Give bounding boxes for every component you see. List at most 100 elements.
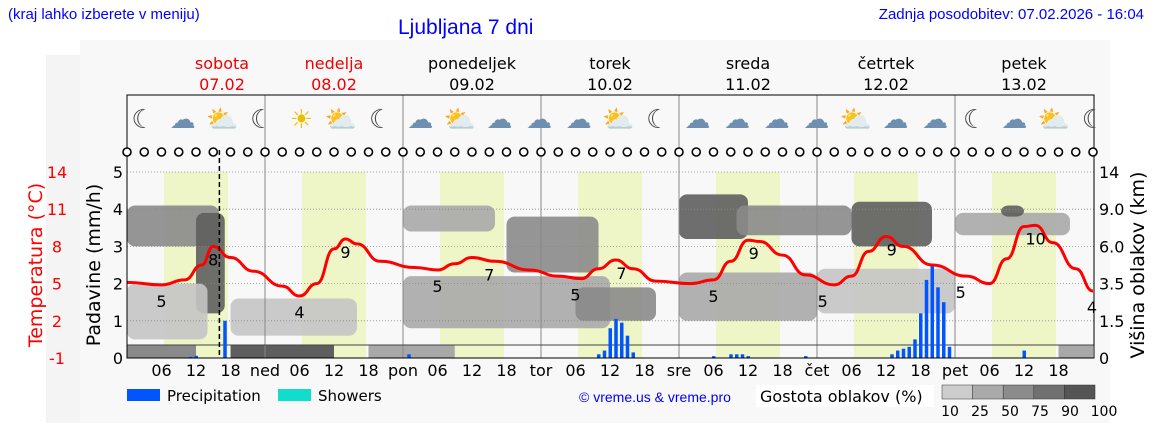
precip-bar xyxy=(936,287,940,358)
precip-bar xyxy=(407,354,411,358)
cloud-patch xyxy=(230,298,357,336)
legend-showers-label: Showers xyxy=(318,387,382,405)
x-tick: 12 xyxy=(876,361,896,380)
x-tick: 06 xyxy=(427,361,447,380)
day-name: četrtek xyxy=(858,54,916,73)
cloud-rain-icon: ☁ xyxy=(407,105,433,135)
calm-wind-icon xyxy=(898,147,909,157)
legend-density-label: Gostota oblakov (%) xyxy=(760,387,923,406)
temperature-line xyxy=(126,223,1094,298)
temp-label: 5 xyxy=(708,287,718,306)
x-tick: 12 xyxy=(462,361,482,380)
precip-bar xyxy=(913,339,917,358)
calm-wind-icon xyxy=(691,147,702,157)
cloud-patch xyxy=(736,205,852,236)
cloud-patch xyxy=(403,205,495,232)
sun-cloud-icon: ⛅ xyxy=(325,105,357,135)
calm-wind-icon xyxy=(156,147,167,157)
cloud-patch xyxy=(506,216,599,273)
precip-tick: 3 xyxy=(113,237,123,256)
calm-wind-icon xyxy=(1019,147,1029,157)
day-name: sreda xyxy=(726,54,770,73)
x-tick: 06 xyxy=(289,361,309,380)
precip-bar xyxy=(907,346,911,358)
calm-wind-icon xyxy=(656,147,667,157)
calm-wind-icon xyxy=(380,147,391,157)
calm-wind-icon xyxy=(191,147,201,157)
cloud-height-tick: 3.5 xyxy=(1099,275,1124,294)
sun-cloud-icon: ⛅ xyxy=(444,105,476,135)
day-date: 12.02 xyxy=(863,75,909,94)
cloud-height-tick: 14 xyxy=(1099,163,1119,182)
surface-cloud xyxy=(1058,344,1093,358)
temp-tick: 5 xyxy=(52,275,62,294)
moon-cloud-icon: ☾ xyxy=(646,105,669,135)
sun-cloud-rain-icon: ⛅ xyxy=(206,105,238,135)
calm-wind-icon xyxy=(1053,147,1064,157)
density-step: 90 xyxy=(1061,404,1079,420)
cloud-patch xyxy=(127,283,208,340)
calm-wind-icon xyxy=(294,147,305,157)
calm-wind-icon xyxy=(639,147,650,157)
precip-bar xyxy=(901,348,906,358)
precip-bar xyxy=(947,346,952,358)
precip-tick: 2 xyxy=(113,275,123,294)
cloud-rain-icon: ☁ xyxy=(882,105,908,135)
calm-wind-icon xyxy=(708,147,719,157)
cloud-rain-icon: ☁ xyxy=(170,105,196,135)
x-tick: 12 xyxy=(738,361,758,380)
cloud-fog-icon: ☁ xyxy=(803,105,829,135)
precip-tick: 1 xyxy=(113,312,123,331)
calm-wind-icon xyxy=(398,147,408,157)
legend-showers-swatch xyxy=(278,389,311,401)
page-title: Ljubljana 7 dni xyxy=(398,16,534,39)
calm-wind-icon xyxy=(173,147,184,157)
x-tick: 06 xyxy=(841,361,861,380)
density-swatch xyxy=(972,384,1004,400)
temp-tick: 14 xyxy=(47,163,67,182)
surface-cloud xyxy=(230,344,334,358)
calm-wind-icon xyxy=(225,147,236,157)
temp-label: 7 xyxy=(484,265,494,284)
x-tick: 18 xyxy=(910,361,930,380)
precip-bar xyxy=(614,318,618,358)
cloud-rain-icon: ☁ xyxy=(724,105,750,135)
calm-wind-icon xyxy=(1070,147,1081,157)
calm-wind-icon xyxy=(812,147,822,157)
cloud-icon: ☁ xyxy=(1001,105,1027,135)
precip-bar xyxy=(942,302,946,358)
cloud-patch xyxy=(851,201,932,247)
sun-cloud-icon: ⛅ xyxy=(1038,105,1070,135)
cloud-patch xyxy=(817,268,955,314)
temp-tick: 8 xyxy=(52,237,62,256)
surface-cloud xyxy=(127,344,196,358)
density-step: 75 xyxy=(1031,404,1049,420)
calm-wind-icon xyxy=(881,147,891,157)
x-tick: 12 xyxy=(1014,361,1034,380)
temp-label: 9 xyxy=(749,244,759,263)
calm-wind-icon xyxy=(587,147,598,157)
calm-wind-icon xyxy=(122,147,132,157)
precip-tick: 0 xyxy=(113,349,123,368)
menu-hint[interactable]: (kraj lahko izberete v meniju) xyxy=(8,6,200,23)
calm-wind-icon xyxy=(467,147,477,157)
moon-fog-icon: ☾ xyxy=(963,105,986,135)
day-date: 10.02 xyxy=(587,75,633,94)
density-swatch xyxy=(1064,384,1096,400)
day-name: sobota xyxy=(195,54,249,73)
x-tick: 18 xyxy=(220,361,240,380)
legend-precip-label: Precipitation xyxy=(167,387,261,405)
calm-wind-icon xyxy=(329,147,339,157)
x-tick: 18 xyxy=(358,361,378,380)
temp-label: 9 xyxy=(887,240,897,259)
calm-wind-icon xyxy=(829,147,840,157)
cloud-heavy-rain-icon: ☁ xyxy=(922,105,948,135)
temp-label: 5 xyxy=(570,286,580,305)
credit-link[interactable]: © vreme.us & vreme.pro xyxy=(579,389,731,405)
cloud-height-tick: 6.0 xyxy=(1099,237,1124,256)
calm-wind-icon xyxy=(932,147,943,157)
sun-cloud-icon: ⛅ xyxy=(602,105,634,135)
x-tick: 06 xyxy=(703,361,723,380)
day-date: 07.02 xyxy=(199,75,245,94)
day-name: nedelja xyxy=(305,54,364,73)
